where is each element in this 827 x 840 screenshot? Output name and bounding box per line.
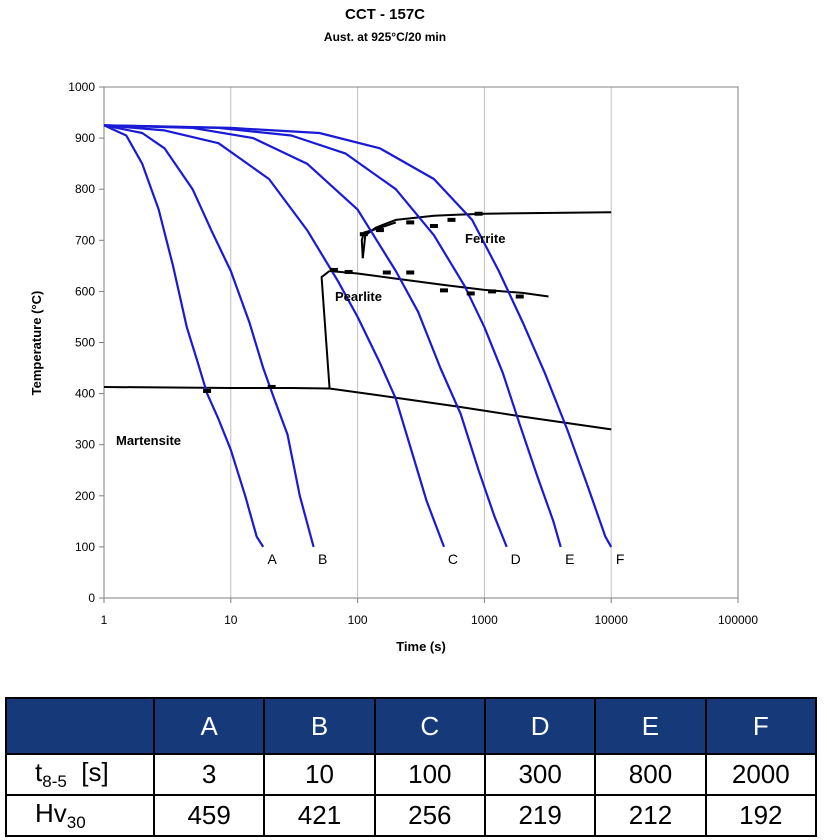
curve-label-d: D — [511, 551, 521, 567]
transformation-mark — [267, 384, 276, 389]
table-row: t8-5 [s] 3 10 100 300 800 2000 — [5, 753, 818, 796]
cooling-data-table: A B C D E F t8-5 [s] 3 10 100 300 800 20… — [5, 697, 818, 837]
transformation-mark — [447, 217, 456, 222]
chart-subtitle: Aust. at 925°C/20 min — [323, 30, 447, 44]
curve-label-b: B — [318, 551, 327, 567]
curve-label-a: A — [267, 551, 277, 567]
cooling-curve-e — [103, 124, 562, 548]
x-tick-label: 10000 — [595, 613, 629, 627]
cooling-curve-d — [103, 124, 508, 548]
table-cell: 3 — [152, 753, 266, 796]
table-cell: 300 — [483, 753, 597, 796]
table-cell: 100 — [373, 753, 486, 796]
region-label-ferrite: Ferrite — [465, 231, 505, 246]
curve-label-f: F — [616, 551, 625, 567]
cooling-curves: A B C D E F — [103, 124, 625, 567]
transformation-mark — [515, 294, 524, 299]
table-cell: 212 — [594, 794, 707, 837]
table-cell: 459 — [152, 794, 266, 837]
table-row: Hv30 459 421 256 219 212 192 — [5, 794, 818, 837]
y-tick-label: 700 — [75, 233, 95, 247]
table-cell: 192 — [704, 794, 818, 837]
region-label-pearlite: Pearlite — [335, 289, 382, 304]
y-tick-label: 500 — [75, 336, 95, 350]
transformation-mark — [466, 291, 475, 296]
table-cell: 800 — [594, 753, 707, 796]
plot-frame — [103, 86, 739, 599]
y-tick-label: 0 — [88, 591, 95, 605]
transformation-mark — [488, 289, 497, 294]
transformation-mark — [375, 228, 384, 233]
transformation-mark — [474, 211, 483, 216]
curve-label-c: C — [448, 551, 458, 567]
phase-boundary-2 — [329, 270, 549, 298]
header-cell-c: C — [373, 697, 486, 755]
x-tick-label: 1 — [101, 613, 108, 627]
x-tick-label: 100 — [348, 613, 368, 627]
axis-ticks: 1 10 100 1000 10000 100000 0 100 200 300 400 500 600… — [68, 80, 758, 627]
table-corner-cell — [5, 697, 155, 755]
y-tick-label: 100 — [75, 540, 95, 554]
y-tick-label: 600 — [75, 284, 95, 298]
x-axis-label: Time (s) — [396, 639, 446, 654]
cooling-curve-a — [103, 124, 265, 548]
chart-title: CCT - 157C — [344, 6, 426, 23]
y-tick-label: 900 — [75, 131, 95, 145]
gridlines — [230, 87, 612, 598]
transformation-mark — [203, 389, 212, 394]
cct-chart: 1 10 100 1000 10000 100000 0 100 200 300 400 500 600… — [29, 80, 758, 654]
transformation-mark — [406, 270, 415, 275]
table-cell: 2000 — [704, 753, 818, 796]
x-tick-label: 1000 — [471, 613, 498, 627]
cooling-curve-b — [103, 124, 315, 548]
cooling-curve-f — [103, 124, 613, 548]
table-cell: 10 — [263, 753, 376, 796]
transformation-mark — [439, 288, 448, 293]
transformation-mark — [329, 267, 338, 272]
transformation-mark — [382, 270, 391, 275]
phase-boundary-5 — [329, 387, 612, 431]
row-label-t85: t8-5 [s] — [5, 753, 155, 796]
transformation-mark — [344, 269, 353, 274]
transformation-mark — [406, 220, 415, 225]
phase-boundary-4 — [103, 386, 330, 390]
header-cell-b: B — [263, 697, 376, 755]
x-tick-label: 10 — [224, 613, 238, 627]
table-header-row: A B C D E F — [5, 697, 818, 755]
y-tick-label: 300 — [75, 438, 95, 452]
table-cell: 421 — [263, 794, 376, 837]
y-tick-label: 800 — [75, 182, 95, 196]
y-tick-label: 400 — [75, 387, 95, 401]
curve-label-e: E — [565, 551, 574, 567]
x-tick-label: 100000 — [718, 613, 758, 627]
cooling-curve-c — [103, 124, 446, 548]
header-cell-f: F — [704, 697, 818, 755]
phase-boundary-3 — [320, 270, 331, 388]
region-label-martensite: Martensite — [116, 433, 181, 448]
table-cell: 256 — [373, 794, 486, 837]
header-cell-e: E — [594, 697, 707, 755]
table-cell: 219 — [483, 794, 597, 837]
y-axis-label: Temperature (°C) — [29, 291, 44, 396]
transformation-mark — [429, 223, 438, 228]
phase-boundary-1 — [360, 221, 397, 259]
transformation-mark — [359, 232, 368, 237]
y-tick-label: 200 — [75, 489, 95, 503]
header-cell-a: A — [152, 697, 266, 755]
row-label-hv30: Hv30 — [5, 794, 155, 837]
transformation-marks — [203, 211, 524, 394]
y-tick-label: 1000 — [68, 80, 95, 94]
header-cell-d: D — [483, 697, 597, 755]
